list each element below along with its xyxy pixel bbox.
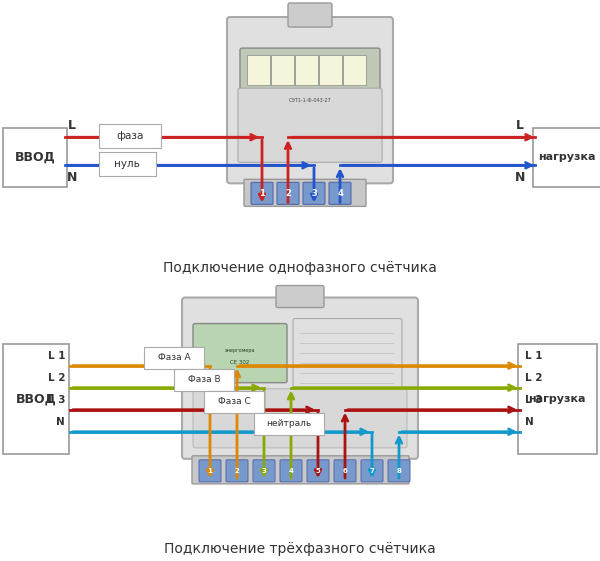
Bar (295, 55, 318, 85)
Text: нагрузка: нагрузка (538, 152, 596, 162)
Text: 8: 8 (397, 468, 401, 474)
Text: 7: 7 (370, 468, 374, 474)
Text: Фаза В: Фаза В (188, 375, 220, 384)
Text: фаза: фаза (116, 131, 143, 141)
FancyBboxPatch shape (99, 124, 161, 148)
FancyBboxPatch shape (251, 182, 273, 204)
Text: нуль: нуль (114, 159, 140, 169)
FancyBboxPatch shape (280, 460, 302, 482)
FancyBboxPatch shape (277, 182, 299, 204)
Text: L: L (68, 119, 76, 132)
Text: 3: 3 (311, 189, 317, 198)
FancyBboxPatch shape (227, 17, 393, 183)
Text: Подключение трёхфазного счётчика: Подключение трёхфазного счётчика (164, 542, 436, 556)
Text: L 1: L 1 (525, 351, 542, 361)
FancyBboxPatch shape (288, 3, 332, 27)
FancyBboxPatch shape (388, 460, 410, 482)
FancyBboxPatch shape (3, 343, 69, 454)
Text: N: N (515, 171, 525, 184)
FancyBboxPatch shape (240, 48, 380, 92)
Text: нейтраль: нейтраль (266, 419, 311, 428)
Text: L 2: L 2 (525, 373, 542, 383)
FancyBboxPatch shape (276, 286, 324, 307)
Text: 6: 6 (343, 468, 347, 474)
FancyBboxPatch shape (3, 128, 67, 187)
FancyBboxPatch shape (174, 369, 234, 390)
FancyBboxPatch shape (533, 128, 600, 187)
FancyBboxPatch shape (193, 389, 407, 448)
Text: 5: 5 (316, 468, 320, 474)
FancyBboxPatch shape (329, 182, 351, 204)
Text: 2: 2 (235, 468, 239, 474)
FancyBboxPatch shape (254, 413, 324, 435)
Text: нагрузка: нагрузка (528, 394, 586, 404)
FancyBboxPatch shape (334, 460, 356, 482)
Text: Фаза С: Фаза С (218, 397, 250, 406)
FancyBboxPatch shape (226, 460, 248, 482)
Text: энергомера: энергомера (225, 348, 255, 353)
FancyBboxPatch shape (361, 460, 383, 482)
Text: СЭТ1-1-Ф-043-27: СЭТ1-1-Ф-043-27 (289, 98, 331, 103)
Text: L 3: L 3 (525, 395, 542, 404)
FancyBboxPatch shape (204, 390, 264, 413)
FancyBboxPatch shape (303, 182, 325, 204)
FancyBboxPatch shape (192, 456, 409, 484)
FancyBboxPatch shape (518, 343, 597, 454)
FancyBboxPatch shape (293, 319, 402, 393)
Text: ВВОД: ВВОД (16, 392, 56, 405)
Bar (343, 55, 366, 85)
FancyBboxPatch shape (307, 460, 329, 482)
Text: Фаза А: Фаза А (158, 353, 190, 362)
Text: 2: 2 (285, 189, 291, 198)
FancyBboxPatch shape (182, 297, 418, 459)
Text: L 1: L 1 (47, 351, 65, 361)
Bar (247, 55, 270, 85)
Text: Подключение однофазного счётчика: Подключение однофазного счётчика (163, 261, 437, 275)
Text: L: L (516, 119, 524, 132)
Text: 1: 1 (259, 189, 265, 198)
FancyBboxPatch shape (144, 347, 204, 369)
FancyBboxPatch shape (244, 180, 366, 206)
Text: L 2: L 2 (47, 373, 65, 383)
FancyBboxPatch shape (99, 152, 156, 176)
Bar (319, 55, 342, 85)
FancyBboxPatch shape (193, 324, 287, 383)
Text: 3: 3 (262, 468, 266, 474)
Text: 4: 4 (289, 468, 293, 474)
Text: L 3: L 3 (47, 395, 65, 404)
Text: N: N (525, 417, 534, 427)
Text: ВВОД: ВВОД (14, 151, 55, 164)
FancyBboxPatch shape (238, 88, 382, 162)
FancyBboxPatch shape (253, 460, 275, 482)
FancyBboxPatch shape (199, 460, 221, 482)
Text: 4: 4 (337, 189, 343, 198)
Text: N: N (56, 417, 65, 427)
Text: N: N (67, 171, 77, 184)
Bar (271, 55, 294, 85)
Text: 1: 1 (208, 468, 212, 474)
Text: CE 302: CE 302 (230, 360, 250, 365)
